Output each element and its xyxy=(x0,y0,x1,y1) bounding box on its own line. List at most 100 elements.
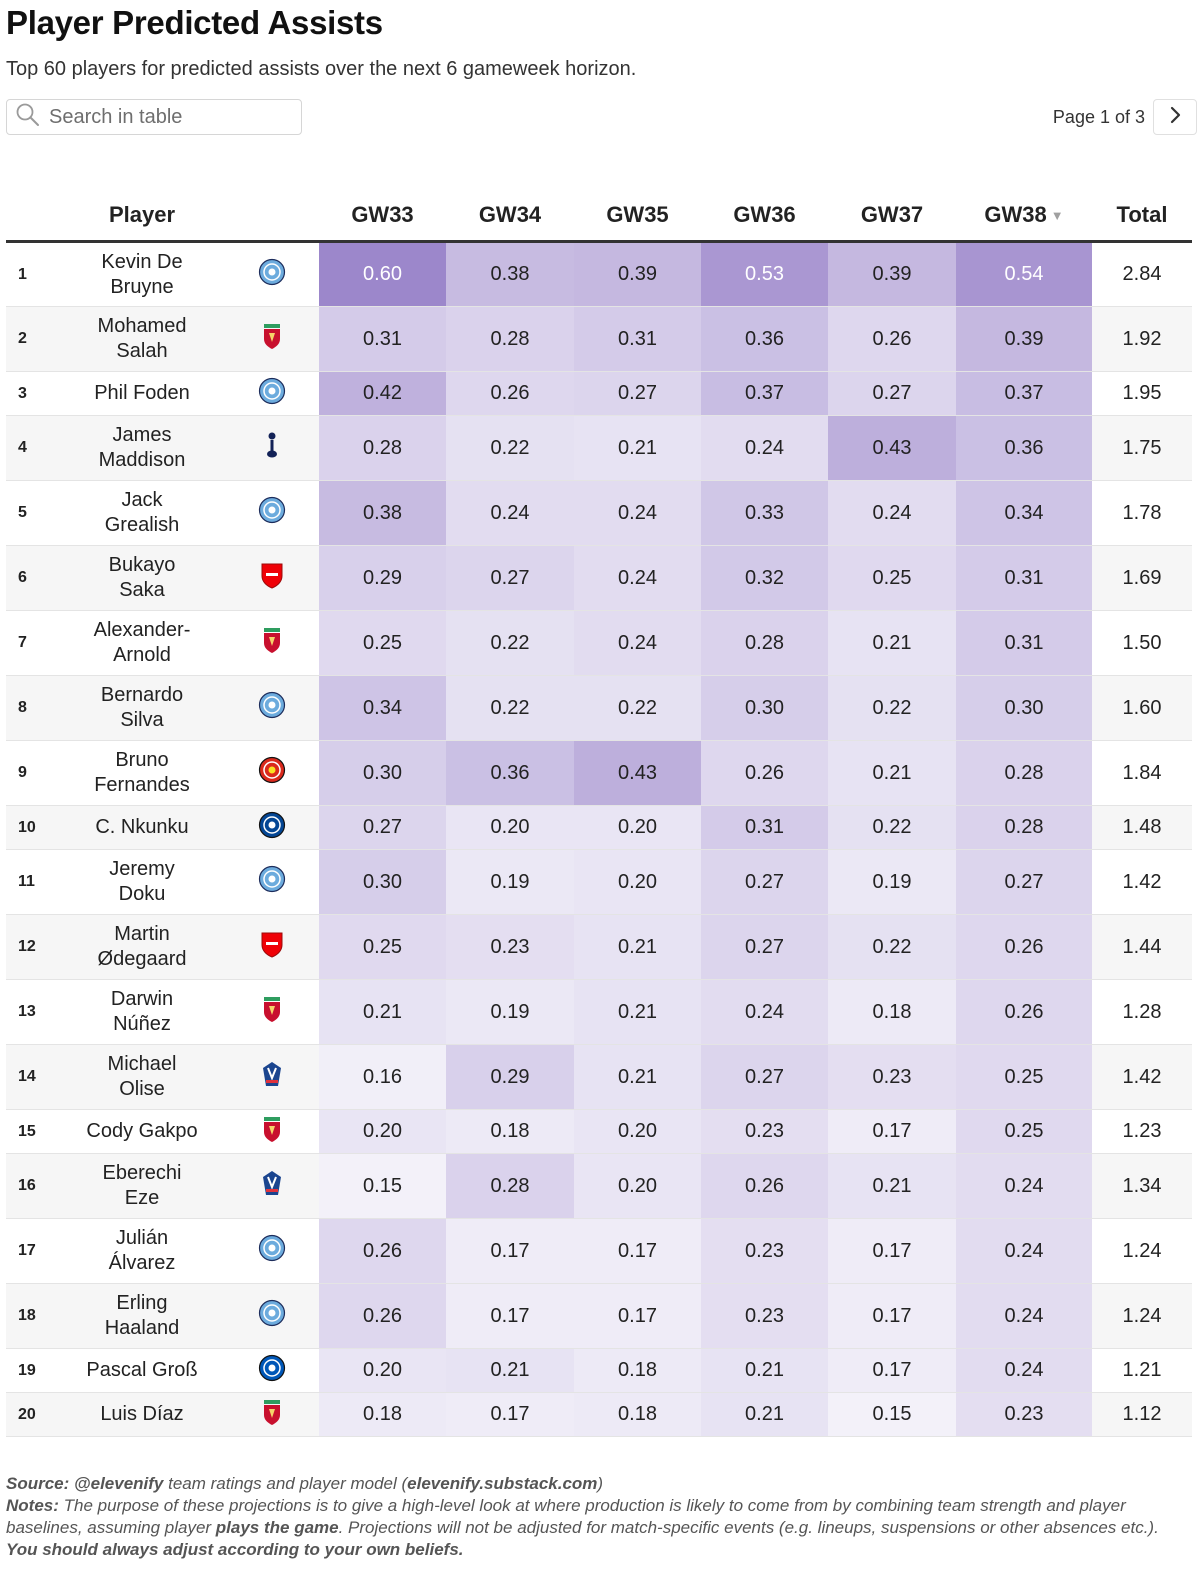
notes-text-2: . Projections will not be adjusted for m… xyxy=(338,1518,1159,1537)
man-city-crest-icon xyxy=(258,258,286,292)
col-header-gw34[interactable]: GW34 xyxy=(478,202,542,227)
gw37-cell: 0.15 xyxy=(828,1392,956,1437)
col-header-player[interactable]: Player xyxy=(108,202,176,227)
player-name-cell: Mohamed Salah xyxy=(59,306,225,372)
liverpool-crest-icon xyxy=(261,1398,283,1432)
liverpool-crest-icon xyxy=(261,1115,283,1149)
gw33-cell: 0.29 xyxy=(319,545,446,611)
liverpool-crest-icon xyxy=(261,626,283,660)
gw34-cell: 0.18 xyxy=(446,1109,574,1154)
table-row: 15 Cody Gakpo 0.20 0.18 0.20 0.23 0.17 0.25 1.23 xyxy=(6,1109,1192,1154)
team-cell xyxy=(225,1153,319,1219)
gw36-cell: 0.24 xyxy=(701,979,828,1045)
gw38-cell: 0.26 xyxy=(956,914,1092,980)
gw34-cell: 0.17 xyxy=(446,1392,574,1437)
arsenal-crest-icon xyxy=(260,561,284,595)
gw36-cell: 0.33 xyxy=(701,480,828,546)
gw37-cell: 0.17 xyxy=(828,1218,956,1284)
gw38-cell: 0.23 xyxy=(956,1392,1092,1437)
source-site-link[interactable]: elevenify.substack.com xyxy=(407,1474,598,1493)
rank-cell: 5 xyxy=(18,504,27,521)
table-row: 12 Martin Ødegaard 0.25 0.23 0.21 0.27 0.22 0.26… xyxy=(6,914,1192,980)
team-cell xyxy=(225,850,319,915)
col-header-gw36[interactable]: GW36 xyxy=(733,202,796,227)
total-cell: 1.12 xyxy=(1092,1392,1192,1437)
player-name-line: Darwin xyxy=(110,988,174,1010)
gw33-cell: 0.31 xyxy=(319,306,446,372)
page-title: Player Predicted Assists xyxy=(6,4,383,41)
source-text: team ratings and player model ( xyxy=(163,1474,408,1493)
gw35-cell: 0.43 xyxy=(574,740,701,806)
gw37-cell: 0.21 xyxy=(828,1153,956,1219)
player-name-cell: Pascal Groß xyxy=(59,1349,225,1393)
next-page-button[interactable] xyxy=(1153,99,1197,135)
table-row: 5 Jack Grealish 0.38 0.24 0.24 0.33 0.24 0.34 1.7… xyxy=(6,480,1192,546)
gw33-cell: 0.34 xyxy=(319,675,446,741)
player-name-line: C. Nkunku xyxy=(95,816,189,838)
col-header-gw37[interactable]: GW37 xyxy=(860,202,924,227)
rank-cell: 11 xyxy=(18,873,35,890)
gw33-cell: 0.20 xyxy=(319,1348,446,1393)
col-header-rank[interactable] xyxy=(6,190,59,242)
gw38-cell: 0.34 xyxy=(956,480,1092,546)
gw36-cell: 0.31 xyxy=(701,805,828,850)
total-cell: 1.60 xyxy=(1092,675,1192,741)
player-name-line: Erling xyxy=(116,1292,168,1314)
gw34-cell: 0.28 xyxy=(446,306,574,372)
table-body: 1 Kevin De Bruyne 0.60 0.38 0.39 0.53 0.39 0.54 2… xyxy=(6,241,1192,1437)
player-name-line: Alexander- xyxy=(93,619,191,641)
team-cell xyxy=(225,1044,319,1110)
gw36-cell: 0.27 xyxy=(701,914,828,980)
gw34-cell: 0.22 xyxy=(446,675,574,741)
gw38-cell: 0.28 xyxy=(956,805,1092,850)
col-header-gw33[interactable]: GW33 xyxy=(351,202,414,227)
liverpool-crest-icon xyxy=(261,322,283,356)
gw37-cell: 0.17 xyxy=(828,1109,956,1154)
gw37-cell: 0.39 xyxy=(828,241,956,307)
player-name-cell: Martin Ødegaard xyxy=(59,914,225,980)
player-name-cell: Bruno Fernandes xyxy=(59,741,225,806)
table-row: 19 Pascal Groß 0.20 0.21 0.18 0.21 0.17 0.24 1.2… xyxy=(6,1348,1192,1393)
table-row: 18 Erling Haaland 0.26 0.17 0.17 0.23 0.17 0.24 1… xyxy=(6,1283,1192,1349)
player-name-line: Silva xyxy=(120,709,164,731)
team-cell xyxy=(225,805,319,850)
gw36-cell: 0.26 xyxy=(701,1153,828,1219)
col-header-team[interactable] xyxy=(225,190,319,242)
gw33-cell: 0.25 xyxy=(319,914,446,980)
gw36-cell: 0.32 xyxy=(701,545,828,611)
gw35-cell: 0.22 xyxy=(574,675,701,741)
gw37-cell: 0.24 xyxy=(828,480,956,546)
team-cell xyxy=(225,1283,319,1349)
brighton-crest-icon xyxy=(258,1354,286,1388)
footer-notes-line: Notes: The purpose of these projections … xyxy=(6,1495,1196,1561)
team-cell xyxy=(225,1392,319,1437)
source-handle: @elevenify xyxy=(74,1474,164,1493)
gw36-cell: 0.37 xyxy=(701,371,828,416)
col-header-gw35[interactable]: GW35 xyxy=(606,202,669,227)
gw36-cell: 0.27 xyxy=(701,1044,828,1110)
player-name-line: Luis Díaz xyxy=(100,1403,184,1425)
notes-bold: plays the game xyxy=(215,1518,339,1537)
table-row: 3 Phil Foden 0.42 0.26 0.27 0.37 0.27 0.37 1.95 xyxy=(6,371,1192,416)
player-name-line: Jeremy xyxy=(109,858,175,880)
col-header-gw38[interactable]: GW38 ▼ xyxy=(956,190,1092,242)
rank-cell: 2 xyxy=(6,306,59,372)
gw36-cell: 0.21 xyxy=(701,1392,828,1437)
gw33-cell: 0.16 xyxy=(319,1044,446,1110)
assists-table: Player GW33 GW34 GW35 GW36 GW37 GW38 ▼ To… xyxy=(6,190,1192,1437)
gw37-cell: 0.17 xyxy=(828,1348,956,1393)
col-header-total[interactable]: Total xyxy=(1116,202,1168,227)
rank-cell: 19 xyxy=(18,1361,36,1379)
gw35-cell: 0.39 xyxy=(574,241,701,307)
gw33-cell: 0.27 xyxy=(319,805,446,850)
table-row: 7 Alexander- Arnold 0.25 0.22 0.24 0.28 0.21 0.3… xyxy=(6,610,1192,676)
gw37-cell: 0.43 xyxy=(828,415,956,481)
total-cell: 1.78 xyxy=(1122,501,1162,524)
gw37-cell: 0.21 xyxy=(828,740,956,806)
gw35-cell: 0.18 xyxy=(574,1348,701,1393)
player-name-cell: Alexander- Arnold xyxy=(59,611,225,676)
gw38-cell: 0.25 xyxy=(956,1044,1092,1110)
search-input[interactable] xyxy=(47,104,291,130)
gw35-cell: 0.17 xyxy=(574,1283,701,1349)
search-box[interactable] xyxy=(6,99,302,135)
